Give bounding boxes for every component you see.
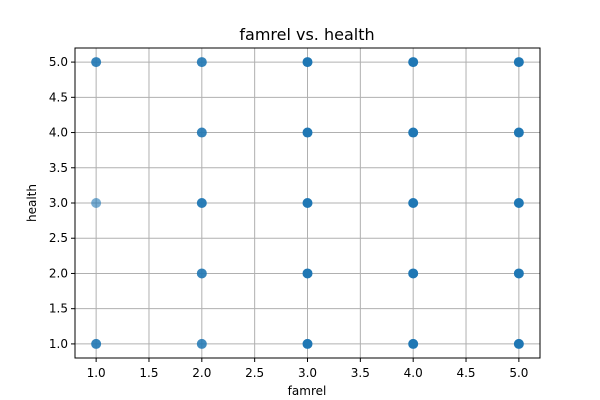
x-axis-ticks: 1.0 1.5 2.0 2.5 3.0 3.5 4.0 4.5 5.0: [87, 358, 528, 380]
y-tick-label: 2.0: [49, 266, 68, 280]
data-point: [513, 338, 524, 349]
data-point: [91, 57, 102, 68]
data-point: [196, 57, 207, 68]
data-point: [408, 338, 419, 349]
data-point: [408, 127, 419, 138]
data-point: [196, 127, 207, 138]
data-point: [302, 268, 313, 279]
y-tick-label: 1.0: [49, 337, 68, 351]
data-point: [196, 338, 207, 349]
data-point: [302, 338, 313, 349]
data-point: [196, 198, 207, 208]
data-point: [513, 268, 524, 279]
y-axis-ticks: 1.0 1.5 2.0 2.5 3.0 3.5 4.0 4.5 5.0: [49, 55, 75, 351]
data-point: [302, 127, 313, 138]
y-tick-label: 3.5: [49, 161, 68, 175]
x-tick-label: 1.0: [87, 366, 106, 380]
y-tick-label: 5.0: [49, 55, 68, 69]
x-tick-label: 2.0: [192, 366, 211, 380]
y-tick-label: 4.0: [49, 126, 68, 140]
y-tick-label: 2.5: [49, 231, 68, 245]
data-point: [196, 268, 207, 279]
data-points: [91, 57, 524, 349]
data-point: [408, 57, 419, 68]
y-tick-label: 1.5: [49, 302, 68, 316]
x-tick-label: 4.5: [456, 366, 475, 380]
x-tick-label: 1.5: [139, 366, 158, 380]
y-tick-label: 4.5: [49, 90, 68, 104]
x-axis-label: famrel: [288, 384, 327, 398]
chart-title: famrel vs. health: [239, 25, 374, 44]
data-point: [513, 57, 524, 68]
x-tick-label: 4.0: [404, 366, 423, 380]
x-tick-label: 3.5: [351, 366, 370, 380]
x-tick-label: 3.0: [298, 366, 317, 380]
y-tick-label: 3.0: [49, 196, 68, 210]
x-tick-label: 2.5: [245, 366, 264, 380]
data-point: [408, 198, 419, 208]
data-point: [302, 57, 313, 68]
data-point: [91, 198, 102, 208]
data-point: [408, 268, 419, 279]
data-point: [302, 198, 313, 208]
x-tick-label: 5.0: [509, 366, 528, 380]
data-point: [91, 338, 102, 349]
y-axis-label: health: [25, 184, 39, 222]
data-point: [513, 127, 524, 138]
data-point: [513, 198, 524, 208]
